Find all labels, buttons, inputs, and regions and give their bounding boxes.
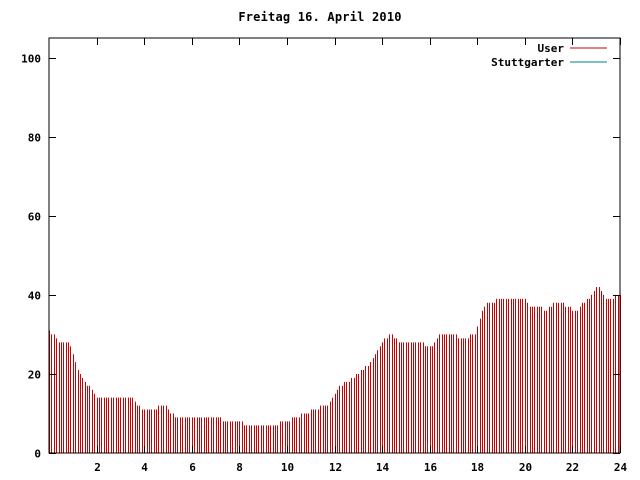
- y-tick-label: 0: [34, 448, 41, 461]
- legend-label-user: User: [538, 42, 565, 55]
- x-tick-label: 14: [376, 461, 390, 474]
- x-tick-label: 20: [519, 461, 532, 474]
- y-tick-label: 40: [28, 290, 41, 303]
- y-tick-label: 20: [28, 369, 41, 382]
- chart-title: Freitag 16. April 2010: [238, 10, 402, 24]
- x-tick-label: 18: [471, 461, 484, 474]
- x-tick-label: 10: [281, 461, 294, 474]
- x-tick-label: 12: [329, 461, 342, 474]
- legend: User Stuttgarter: [491, 42, 607, 69]
- x-tick-label: 16: [424, 461, 438, 474]
- x-tick-label: 2: [94, 461, 101, 474]
- x-tick-label: 4: [141, 461, 148, 474]
- plot-frame: [48, 37, 621, 454]
- ticks-layer: [49, 38, 621, 454]
- y-tick-label: 100: [21, 53, 41, 66]
- x-tick-label: 6: [189, 461, 196, 474]
- x-tick-label: 8: [236, 461, 243, 474]
- bars-layer: [49, 287, 621, 453]
- x-tick-label: 24: [614, 461, 628, 474]
- y-tick-label: 80: [28, 132, 41, 145]
- x-tick-label: 22: [566, 461, 579, 474]
- y-tick-label: 60: [28, 211, 41, 224]
- legend-label-stuttgarter: Stuttgarter: [491, 56, 564, 69]
